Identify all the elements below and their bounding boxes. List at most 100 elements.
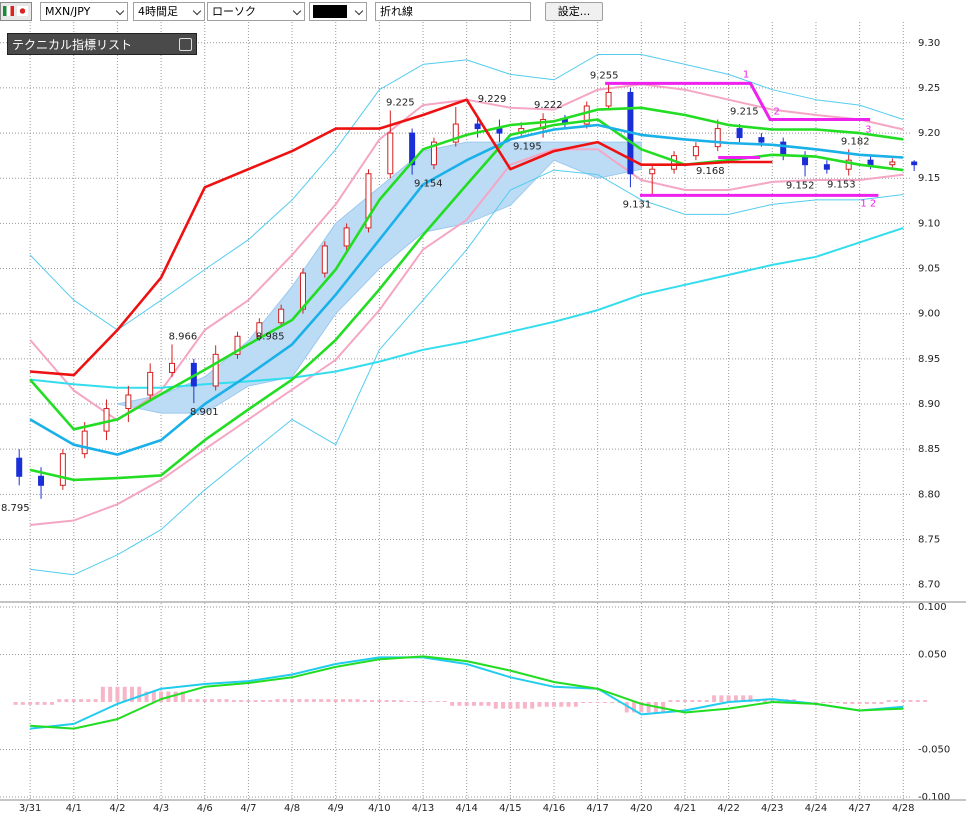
y-tick-label: 9.00: [918, 309, 940, 320]
macd-histogram-bar: [290, 699, 295, 702]
color-swatch: [313, 5, 347, 18]
chart-style-select[interactable]: ローソク: [207, 2, 305, 21]
macd-histogram-bar: [901, 700, 906, 702]
macd-histogram-bar: [457, 702, 462, 706]
indicator-line: [29, 106, 904, 431]
macd-histogram-bar: [573, 702, 578, 707]
x-tick-label: 4/8: [284, 803, 300, 814]
timeframe-select[interactable]: 4時間足: [133, 2, 205, 21]
macd-histogram-bar: [559, 702, 564, 707]
candle-body: [780, 141, 787, 157]
macd-histogram-bar: [537, 702, 542, 707]
macd-histogram-bar: [501, 702, 506, 709]
x-tick-label: 4/6: [197, 803, 213, 814]
y-tick-label: 8.75: [918, 534, 940, 545]
settings-button[interactable]: 設定...: [545, 2, 603, 21]
candle-body: [256, 322, 263, 337]
y-tick-label: 9.30: [918, 38, 940, 49]
macd-histogram-bar: [326, 699, 331, 702]
macd-histogram-bar: [675, 700, 680, 702]
color-select[interactable]: [309, 2, 367, 21]
candle-body: [103, 408, 110, 432]
macd-histogram-bar: [129, 686, 134, 702]
macd-histogram-bar: [188, 699, 193, 702]
macd-histogram-bar: [770, 699, 775, 702]
low-price-label: 9.168: [696, 166, 725, 177]
y-tick-label: 9.20: [918, 128, 940, 139]
high-price-label: 9.255: [590, 70, 619, 81]
macd-histogram-bar: [355, 699, 360, 702]
x-tick-label: 4/22: [717, 803, 739, 814]
macd-histogram-bar: [864, 702, 869, 704]
high-price-label: 9.182: [841, 136, 870, 147]
macd-histogram-bar: [151, 691, 156, 702]
candle-body: [38, 475, 45, 486]
flag-mx: [3, 6, 14, 16]
macd-histogram-bar: [646, 702, 651, 713]
y-tick-label: -0.050: [918, 745, 950, 756]
macd-histogram-bar: [57, 699, 62, 702]
macd-histogram-bar: [682, 700, 687, 702]
macd-histogram-bar: [610, 702, 615, 703]
macd-histogram-bar: [370, 700, 375, 702]
macd-histogram-bar: [28, 702, 33, 705]
indicator-line: [29, 54, 904, 331]
macd-histogram-bar: [333, 699, 338, 702]
macd-histogram-bar: [71, 699, 76, 702]
macd-histogram-bar: [719, 695, 724, 702]
macd-histogram-bar: [231, 700, 236, 702]
candle-body: [321, 245, 328, 274]
macd-histogram-bar: [464, 702, 469, 706]
candle-body: [823, 164, 830, 170]
indicator-line: [30, 169, 904, 576]
candle-body: [343, 227, 350, 247]
macd-histogram-bar: [173, 691, 178, 702]
trendline-label: 1 2: [860, 199, 876, 210]
macd-histogram-bar: [20, 702, 25, 705]
x-tick-label: 4/13: [412, 803, 434, 814]
macd-histogram-bar: [632, 702, 637, 713]
trendline-label: 1: [743, 69, 749, 80]
macd-histogram-bar: [515, 702, 520, 709]
macd-histogram-bar: [319, 699, 324, 702]
y-tick-label: 0.100: [918, 602, 947, 613]
candle-body: [234, 335, 241, 355]
macd-histogram-bar: [893, 700, 898, 702]
pair-select[interactable]: MXN/JPY: [40, 2, 128, 21]
candle-body: [278, 308, 285, 324]
macd-histogram-bar: [377, 700, 382, 702]
macd-histogram-bar: [588, 702, 593, 703]
macd-histogram-bar: [828, 702, 833, 703]
x-tick-label: 4/28: [892, 803, 914, 814]
candle-body: [169, 362, 176, 373]
macd-histogram-bar: [886, 700, 891, 702]
macd-histogram-bar: [35, 702, 40, 705]
x-tick-label: 4/24: [805, 803, 827, 814]
macd-histogram-bar: [144, 691, 149, 702]
x-tick-label: 4/14: [455, 803, 477, 814]
macd-histogram-bar: [282, 699, 287, 702]
macd-histogram-bar: [566, 702, 571, 707]
macd-histogram-bar: [341, 699, 346, 702]
macd-histogram-bar: [348, 699, 353, 702]
macd-histogram-bar: [304, 699, 309, 702]
y-tick-label: -0.100: [918, 792, 950, 803]
macd-histogram-bar: [639, 702, 644, 713]
candle-body: [474, 123, 481, 130]
candle-body: [496, 128, 503, 134]
macd-histogram-bar: [479, 702, 484, 706]
macd-histogram-bar: [180, 691, 185, 702]
macd-histogram-bar: [253, 700, 258, 702]
macd-histogram-bar: [202, 699, 207, 702]
collapse-icon[interactable]: [179, 38, 192, 51]
macd-histogram-bar: [471, 702, 476, 706]
trendline-label: 2: [773, 106, 779, 117]
drawing-tool-field[interactable]: 折れ線: [375, 2, 531, 21]
y-tick-label: 9.15: [918, 173, 940, 184]
x-tick-label: 4/9: [328, 803, 344, 814]
macd-histogram-bar: [872, 702, 877, 704]
indicator-list[interactable]: テクニカル指標リスト: [7, 33, 197, 55]
macd-histogram-bar: [486, 702, 491, 706]
macd-histogram-bar: [297, 699, 302, 702]
macd-histogram-bar: [668, 700, 673, 702]
